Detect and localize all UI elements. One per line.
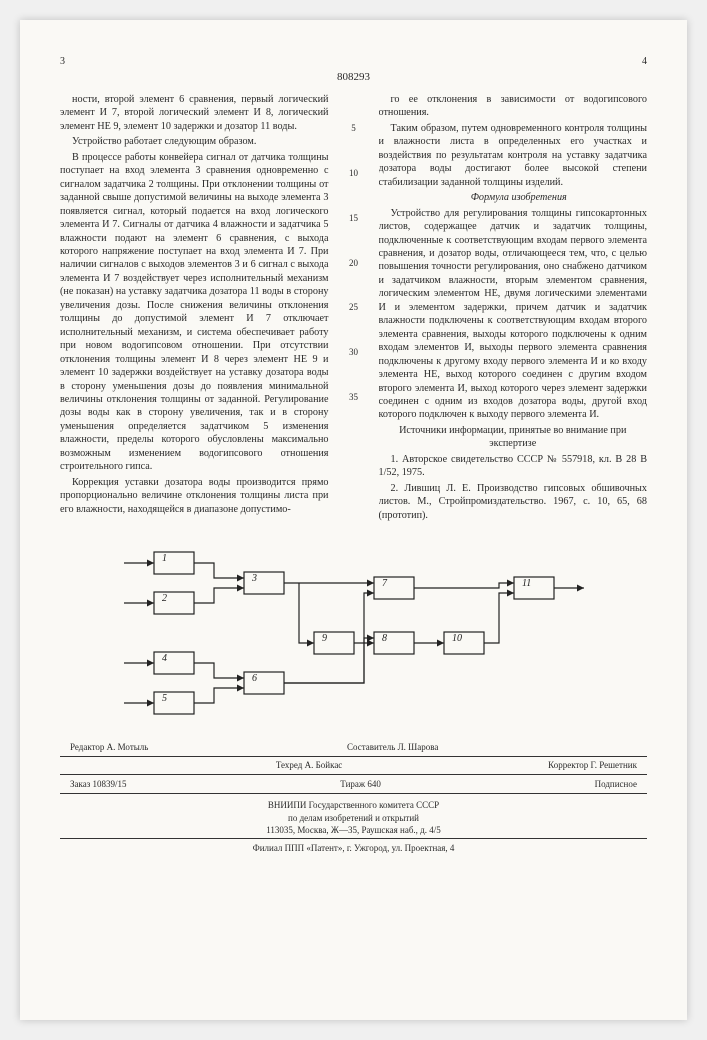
footer-tirazh: Тираж 640	[340, 778, 381, 790]
diagram-node-label: 8	[382, 633, 387, 644]
diagram-node-label: 1	[162, 553, 167, 564]
paragraph: В процессе работы конвейера сигнал от да…	[60, 151, 329, 474]
paragraph: Коррекция уставки дозатора воды производ…	[60, 476, 329, 516]
footer-vniipi2: по делам изобретений и открытий	[60, 812, 647, 824]
footer-vniipi3: 113035, Москва, Ж—35, Раушская наб., д. …	[60, 824, 647, 836]
diagram-node	[374, 632, 414, 654]
line-number: 15	[347, 213, 361, 225]
diagram-node-label: 6	[252, 673, 257, 684]
diagram-edge	[414, 583, 514, 588]
footer-corrector: Корректор Г. Решетник	[548, 759, 637, 771]
page: 3 4 808293 ности, второй элемент 6 сравн…	[20, 20, 687, 1020]
reference: 2. Лившиц Л. Е. Производство гипсовых об…	[379, 482, 648, 522]
diagram-node-label: 9	[322, 633, 327, 644]
line-number: 5	[347, 123, 361, 135]
diagram-node-label: 2	[162, 593, 167, 604]
line-number: 25	[347, 302, 361, 314]
footer-podpisnoe: Подписное	[595, 778, 637, 790]
footer-vniipi1: ВНИИПИ Государственного комитета СССР	[60, 799, 647, 811]
diagram-node	[154, 692, 194, 714]
diagram-node-label: 3	[251, 573, 257, 584]
diagram-node-label: 11	[522, 578, 531, 589]
diagram-node	[154, 552, 194, 574]
diagram-edge	[484, 593, 514, 643]
claim-text: Устройство для регулирования толщины гип…	[379, 207, 648, 422]
diagram-node	[154, 652, 194, 674]
footer-order: Заказ 10839/15	[70, 778, 127, 790]
right-column: го ее отклонения в зависимости от водоги…	[379, 93, 648, 524]
line-number: 20	[347, 258, 361, 270]
footer-filial: Филиал ППП «Патент», г. Ужгород, ул. Про…	[60, 842, 647, 854]
paragraph: Устройство работает следующим образом.	[60, 135, 329, 148]
block-diagram: 1234567891011	[114, 542, 594, 727]
line-number: 30	[347, 347, 361, 359]
diagram-node	[154, 592, 194, 614]
diagram-edge	[194, 563, 244, 578]
footer-editor: Редактор А. Мотыль	[70, 741, 148, 753]
claim-title: Формула изобретения	[379, 191, 648, 204]
diagram-node-label: 5	[162, 693, 167, 704]
line-numbers: 5 10 15 20 25 30 35	[347, 93, 361, 524]
refs-title: Источники информации, принятые во вниман…	[379, 424, 648, 451]
diagram-node	[514, 577, 554, 599]
diagram-node	[244, 672, 284, 694]
paragraph: ности, второй элемент 6 сравнения, первы…	[60, 93, 329, 133]
diagram-node-label: 4	[162, 653, 167, 664]
diagram-node-label: 10	[452, 633, 462, 644]
diagram-edge	[194, 663, 244, 678]
footer-compiler: Составитель Л. Шарова	[347, 741, 438, 753]
reference: 1. Авторское свидетельство СССР № 557918…	[379, 453, 648, 480]
diagram-node	[244, 572, 284, 594]
diagram-edge	[194, 688, 244, 703]
paragraph: Таким образом, путем одновременного конт…	[379, 122, 648, 189]
patent-number: 808293	[60, 71, 647, 83]
paragraph: го ее отклонения в зависимости от водоги…	[379, 93, 648, 120]
diagram-node	[314, 632, 354, 654]
diagram-edge	[194, 588, 244, 603]
diagram-node	[374, 577, 414, 599]
diagram-node	[444, 632, 484, 654]
line-number: 35	[347, 392, 361, 404]
diagram-edge	[299, 583, 314, 643]
header-row: 3 4	[60, 56, 647, 67]
page-number-right: 4	[642, 56, 647, 67]
text-columns: ности, второй элемент 6 сравнения, первы…	[60, 93, 647, 524]
left-column: ности, второй элемент 6 сравнения, первы…	[60, 93, 329, 524]
line-number: 10	[347, 168, 361, 180]
footer: Редактор А. Мотыль Составитель Л. Шарова…	[60, 741, 647, 854]
footer-techred: Техред А. Бойкас	[276, 759, 342, 771]
page-number-left: 3	[60, 56, 65, 67]
